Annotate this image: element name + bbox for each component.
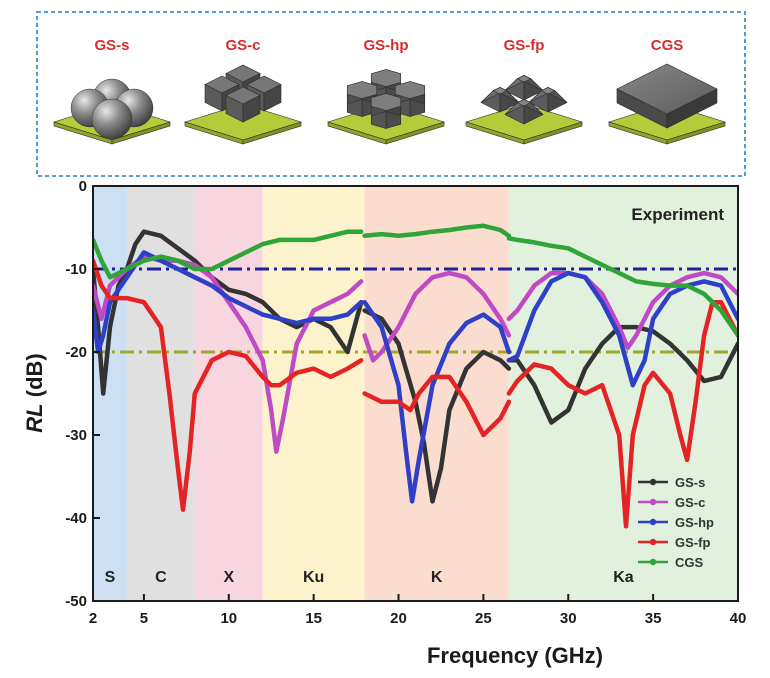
legend-label: GS-c — [675, 495, 705, 510]
series-line — [506, 299, 738, 529]
substrate-edge — [523, 121, 583, 145]
series-line — [362, 223, 512, 239]
frustum-top — [516, 75, 532, 83]
x-tick-label: 40 — [730, 610, 747, 627]
prism-top — [394, 81, 426, 99]
x-tick-label: 35 — [645, 610, 662, 627]
sphere — [91, 98, 133, 140]
y-tick-label: -30 — [65, 427, 87, 444]
substrate-edge — [666, 121, 726, 145]
frustum-top — [540, 87, 556, 95]
substrate-edge — [242, 121, 302, 145]
structure-label: GS-hp — [364, 37, 409, 54]
legend-label: CGS — [675, 555, 704, 570]
structure-label: GS-fp — [504, 37, 545, 54]
x-tick-label: 5 — [140, 610, 148, 627]
y-axis-title: RL (dB) — [22, 353, 47, 432]
y-tick-label: 0 — [79, 178, 87, 195]
frustum-top — [516, 99, 532, 107]
x-tick-label: 2 — [89, 610, 97, 627]
prism-top — [370, 69, 402, 87]
prism-top — [370, 93, 402, 111]
structure-label: GS-s — [94, 37, 129, 54]
band-k — [364, 186, 509, 601]
series-line — [362, 374, 512, 438]
x-tick-label: 30 — [560, 610, 577, 627]
structure-label: GS-c — [225, 37, 260, 54]
x-axis-title: Frequency (GHz) — [427, 643, 603, 668]
prism-top — [346, 81, 378, 99]
legend-marker — [649, 558, 657, 566]
experiment-annotation: Experiment — [631, 205, 724, 224]
x-tick-label: 15 — [305, 610, 322, 627]
legend-marker — [649, 498, 657, 506]
series-line — [362, 299, 512, 504]
band-label: X — [223, 569, 234, 586]
y-axis-title-unit: (dB) — [22, 353, 47, 403]
series-line — [93, 250, 364, 355]
slab-right-face — [666, 88, 718, 129]
y-tick-label: -10 — [65, 261, 87, 278]
legend-label: GS-s — [675, 475, 705, 490]
plot-frame — [92, 185, 739, 602]
series-gs-fp — [93, 258, 738, 529]
plot: 0-10-20-30-40-50 2 5 10 15 20 25 30 35 40 S C X Ku K… — [22, 178, 746, 668]
y-tick-label: -20 — [65, 344, 87, 361]
series-cgs — [93, 223, 738, 338]
y-axis-title-symbol: RL — [22, 403, 47, 432]
legend-label: GS-fp — [675, 535, 710, 550]
band-label: Ka — [613, 569, 634, 586]
structure-gs-fp: GS-fp — [464, 37, 584, 145]
structure-panel: GS-s GS-c GS-hp GS-fp CGS — [36, 11, 746, 177]
series-line — [362, 308, 512, 504]
band-c — [126, 186, 195, 601]
band-label: Ku — [303, 569, 324, 586]
structure-gs-c: GS-c — [183, 37, 303, 145]
x-tick-label: 20 — [390, 610, 407, 627]
block-right-face — [242, 95, 261, 123]
structure-gs-hp: GS-hp — [326, 37, 446, 145]
band-x — [194, 186, 263, 601]
series-line — [93, 229, 364, 280]
band-label: S — [105, 569, 116, 586]
series-gs-hp — [93, 250, 738, 504]
block-right-face — [263, 84, 282, 112]
structure-gs-s: GS-s — [52, 37, 172, 145]
band-label: K — [431, 569, 443, 586]
frustum-top — [492, 87, 508, 95]
x-tick-label: 10 — [220, 610, 237, 627]
band-ku — [262, 186, 365, 601]
series-line — [362, 270, 512, 363]
structure-cgs: CGS — [607, 37, 727, 145]
structure-label: CGS — [651, 37, 684, 54]
legend-marker — [649, 538, 657, 546]
series-line — [506, 236, 738, 338]
substrate-edge — [111, 121, 171, 145]
series-line — [93, 258, 364, 512]
series-line — [506, 270, 738, 351]
y-tick-label: -50 — [65, 593, 87, 610]
legend-marker — [649, 518, 657, 526]
y-tick-label: -40 — [65, 510, 87, 527]
band-label: C — [155, 569, 167, 586]
substrate-edge — [385, 121, 445, 145]
legend-label: GS-hp — [675, 515, 714, 530]
series-line — [506, 270, 738, 388]
legend: GS-s GS-c GS-hp GS-fp CGS — [638, 475, 714, 570]
x-tick-label: 25 — [475, 610, 492, 627]
band-ka — [508, 186, 738, 601]
legend-marker — [649, 478, 657, 486]
